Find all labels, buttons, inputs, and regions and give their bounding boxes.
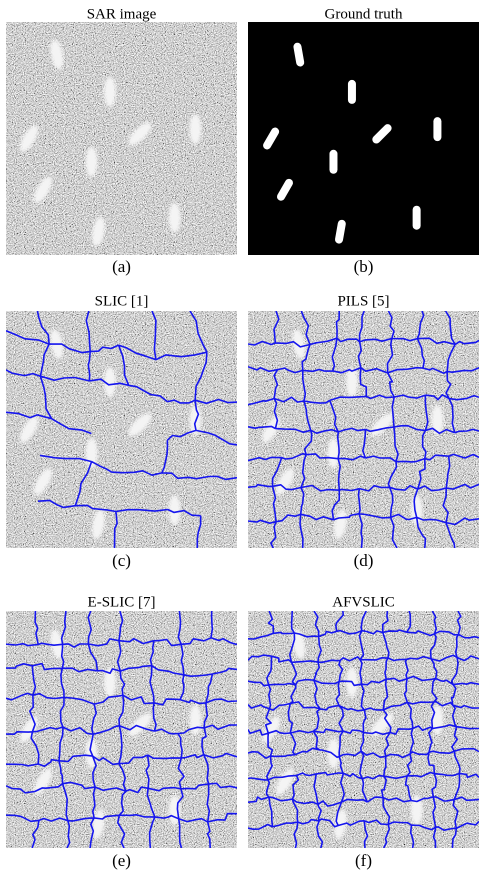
target [189,705,202,736]
panel-title: PILS [5] [337,293,389,309]
target [261,416,281,443]
panel: AFVSLIC (f) [248,594,479,870]
target [345,367,358,398]
target [292,329,306,359]
target [33,468,53,495]
target [85,146,98,177]
superpixel-boundary [248,611,479,848]
panel: E-SLIC [7] (e) [6,594,237,870]
target-mask [433,117,442,142]
target [327,738,340,769]
superpixel-boundary [248,311,479,548]
panel-image [248,311,479,548]
target [275,468,295,495]
superpixel-boundary [6,611,237,848]
target [410,795,423,826]
panel-title: Ground truth [325,6,403,22]
panel-title: AFVSLIC [332,594,395,610]
target [91,216,105,247]
target-mask [335,219,346,244]
panel-caption: (e) [112,851,131,870]
panel-caption: (c) [112,551,131,570]
target-mask [412,205,421,230]
target-mask [329,149,338,174]
speckle [6,22,237,255]
mask-background [248,22,479,255]
superpixel-boundary [6,311,237,548]
target [91,809,105,840]
target [168,495,181,526]
target [261,716,281,743]
target [128,122,152,146]
target-mask [263,127,280,150]
target-mask [372,124,392,144]
panel-caption: (d) [354,551,374,570]
target [33,176,53,204]
panel-caption: (f) [355,851,372,870]
target-mask [276,178,293,201]
panel-image [6,22,237,255]
target [128,713,152,737]
panel-image [248,22,479,255]
panel-caption: (a) [112,257,131,276]
target [189,114,202,145]
panel: Ground truth (b) [248,6,479,276]
panel-title: SLIC [1] [95,293,149,309]
target [33,768,53,795]
panel-caption: (b) [354,257,374,276]
target [370,713,394,737]
target [275,768,295,795]
target [168,202,181,233]
panel: PILS [5] (d) [248,293,479,570]
target-mask [347,79,356,104]
target [103,367,116,398]
target [103,76,116,107]
panel-image [6,611,237,848]
panel-image [248,611,479,848]
target [91,509,105,540]
target [327,438,340,469]
panel-title: E-SLIC [7] [88,594,156,610]
panel: SAR image (a) [6,6,237,276]
target [292,629,306,659]
target [128,413,152,437]
panel-title: SAR image [87,6,157,22]
panel: SLIC [1] (c) [6,293,237,570]
target [103,667,116,698]
panel-image [6,311,237,548]
target [19,125,39,152]
target [50,39,64,70]
target [431,405,444,436]
target-mask [293,42,305,67]
target [19,416,39,443]
